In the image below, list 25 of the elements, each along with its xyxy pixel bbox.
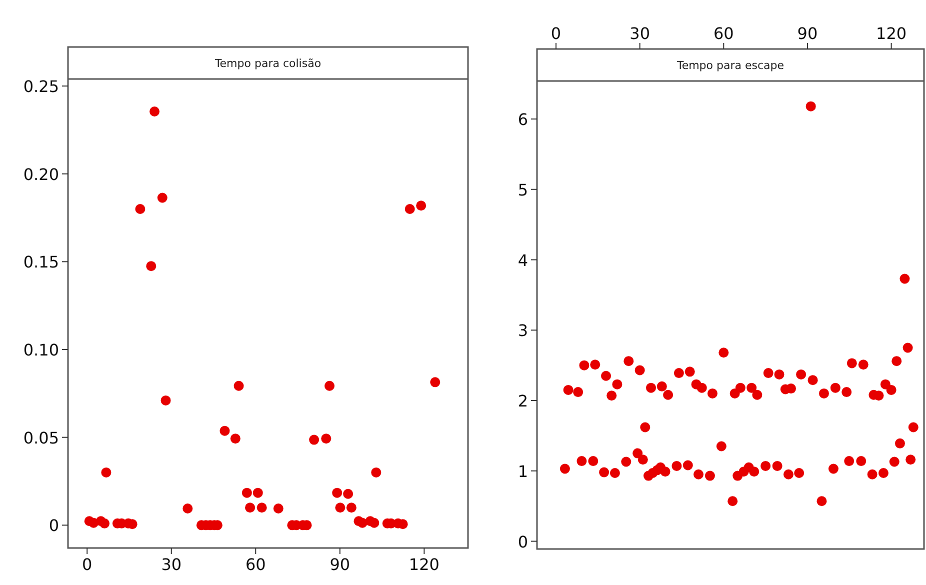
chart-title: Tempo para colisão: [214, 57, 322, 70]
y-tick-label: 4: [518, 250, 528, 270]
y-tick-label: 6: [518, 110, 528, 130]
y-tick-label: 0: [518, 532, 528, 552]
x-tick-label: 0: [82, 555, 92, 574]
x-tick-label: 0: [550, 24, 562, 43]
y-tick-label: 2: [518, 392, 528, 411]
y-tick-label: 0.20: [23, 164, 59, 184]
x-tick-label: 120: [876, 24, 907, 43]
x-tick-label: 120: [408, 555, 440, 574]
y-tick-label: 5: [518, 180, 528, 200]
y-tick-label: 0.10: [23, 340, 59, 360]
x-tick-label: 30: [630, 24, 650, 43]
chart-title: Tempo para escape: [676, 59, 784, 72]
x-tick-label: 60: [713, 24, 734, 43]
y-tick-label: 1: [518, 462, 528, 481]
x-tick-label: 30: [161, 555, 182, 574]
y-tick-label: 0: [48, 516, 59, 536]
x-tick-label: 90: [330, 555, 350, 574]
y-tick-label: 0.05: [23, 428, 59, 448]
y-tick-label: 0.25: [23, 77, 59, 96]
y-tick-label: 0.15: [23, 252, 59, 272]
y-tick-label: 3: [518, 321, 528, 340]
x-tick-label: 60: [245, 555, 266, 574]
x-tick-label: 90: [797, 24, 818, 43]
